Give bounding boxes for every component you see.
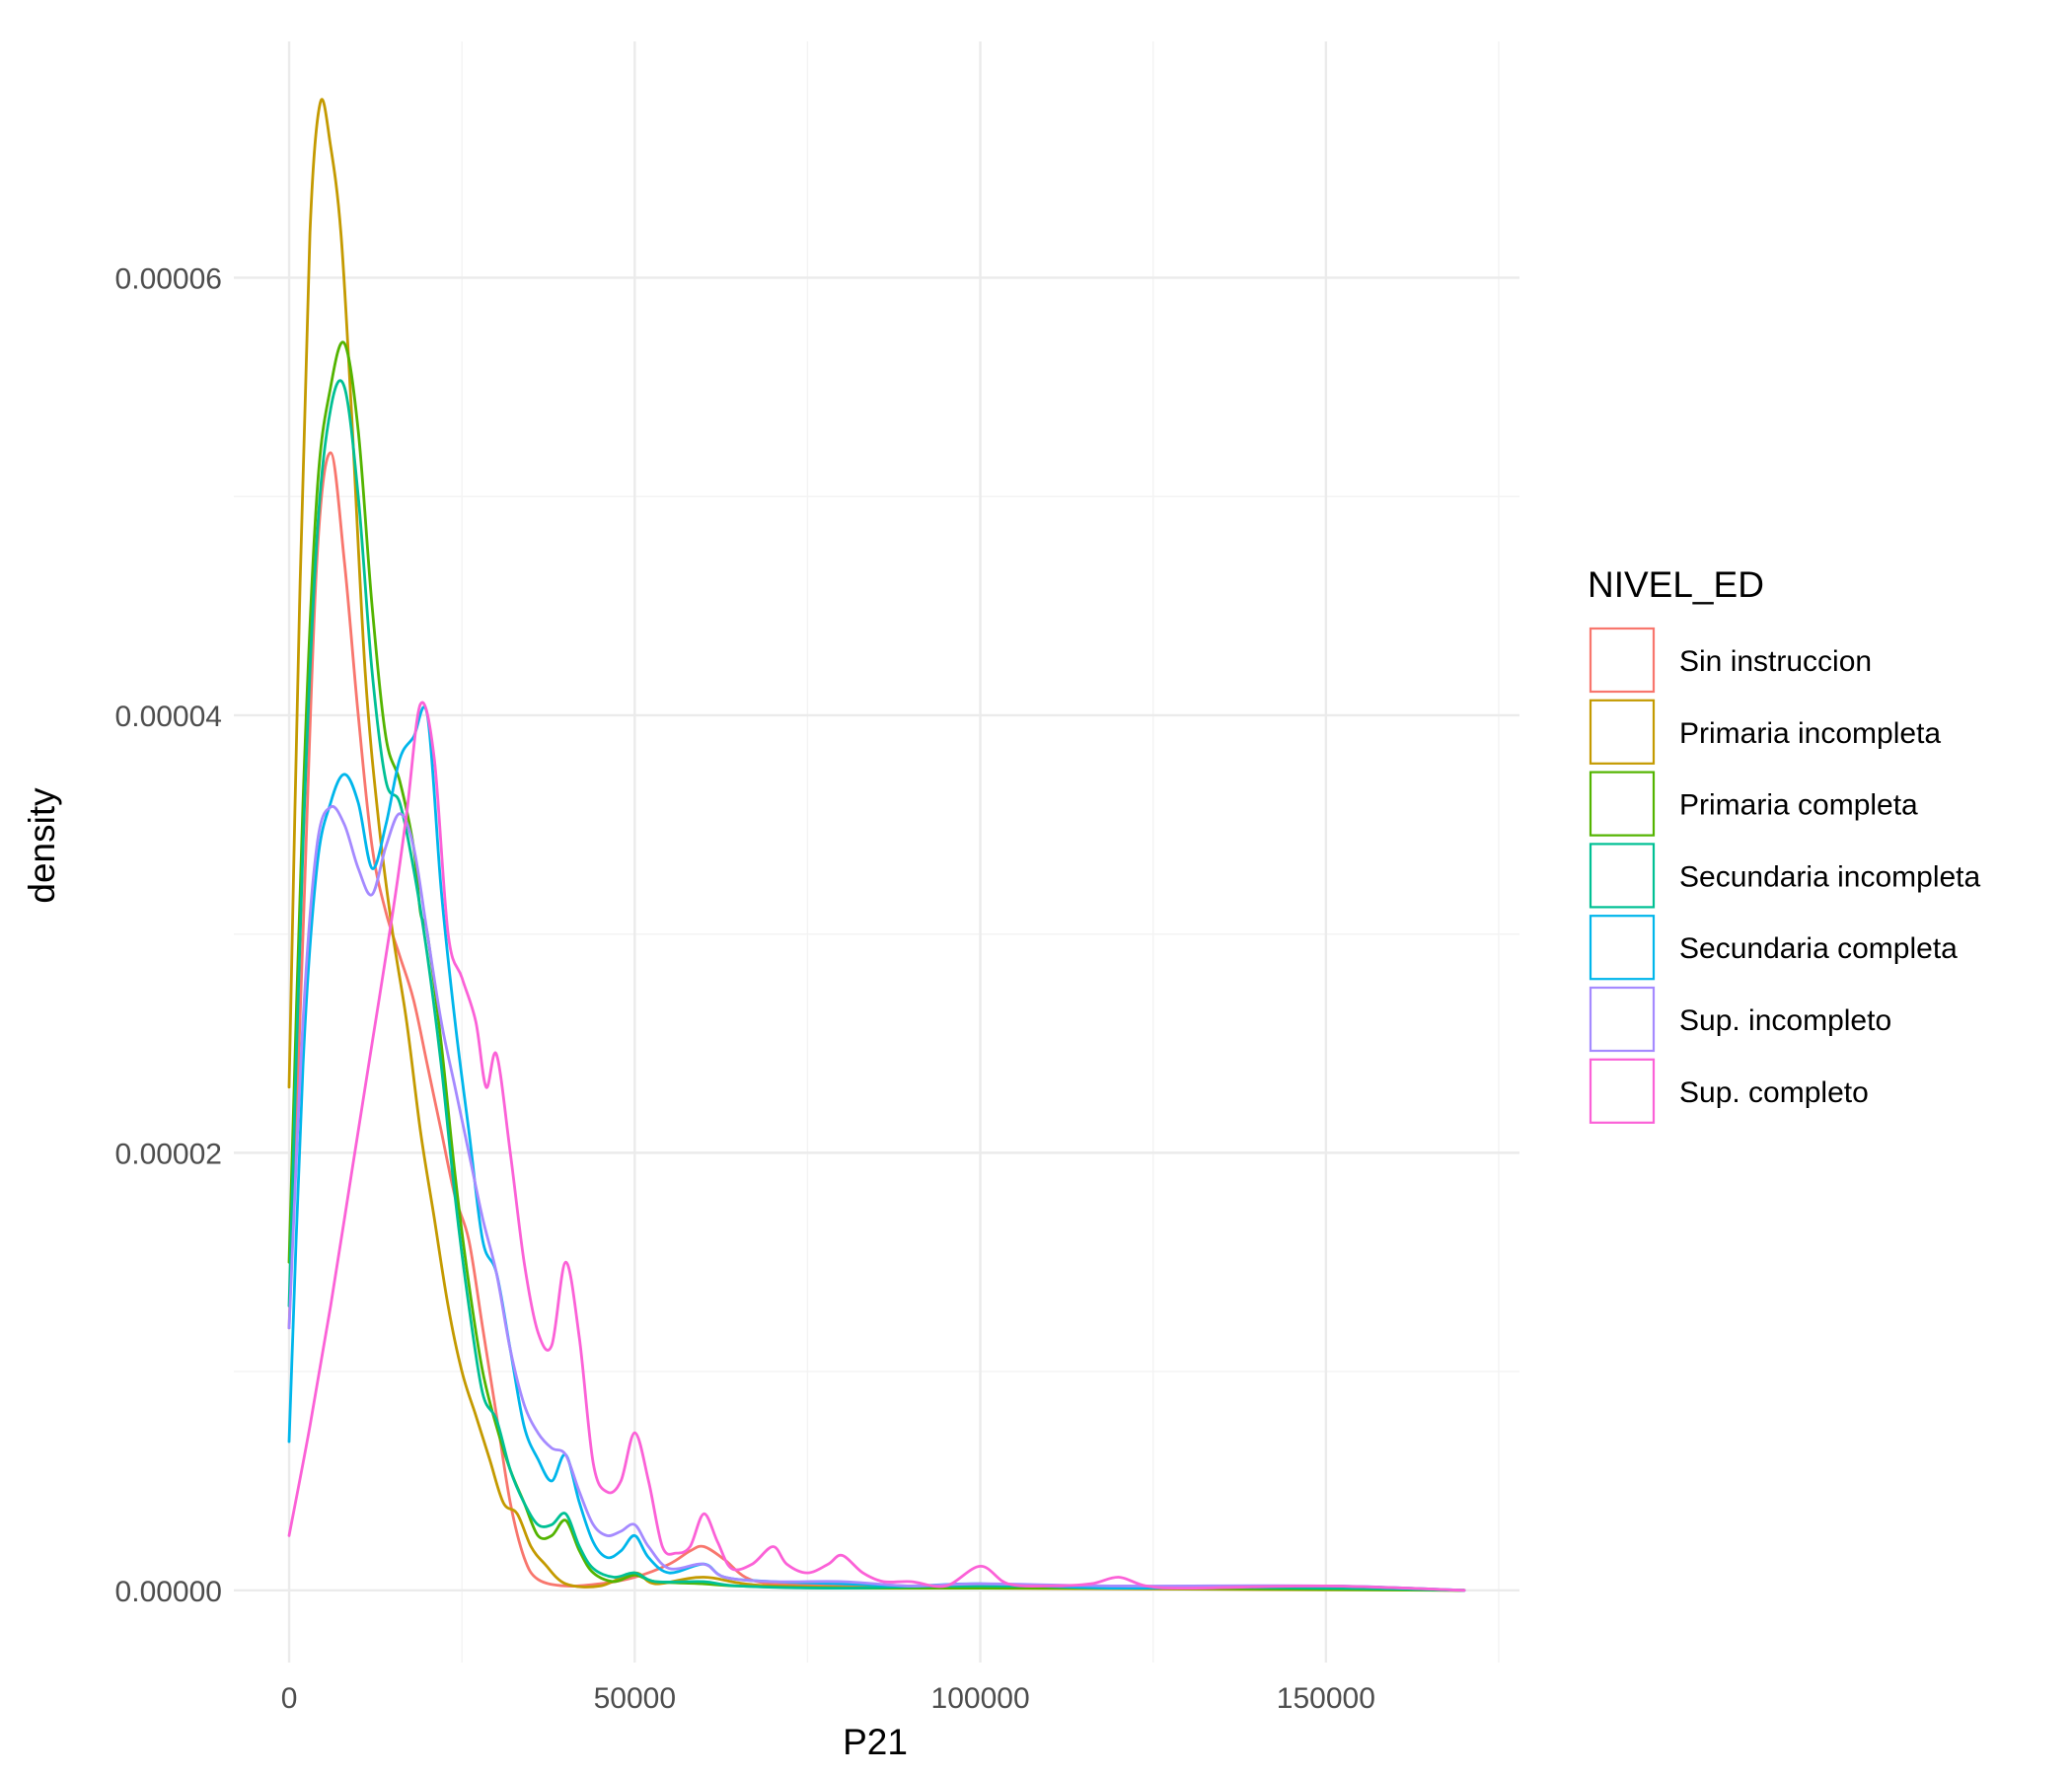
density-line-sup-completo xyxy=(287,701,1466,1592)
legend-key-sup-completo xyxy=(1589,1058,1656,1124)
legend-title: NIVEL_ED xyxy=(1588,564,1764,605)
density-line-sup-incompleto xyxy=(287,804,1466,1592)
legend-key-secundaria-completa xyxy=(1589,915,1656,981)
x-axis-tick-labels: 0 50000 100000 150000 xyxy=(281,1682,1375,1715)
major-gridlines xyxy=(234,41,1519,1663)
density-line-primaria-completa xyxy=(287,340,1466,1592)
y-axis-title: density xyxy=(22,787,62,904)
legend-label-primaria-completa: Primaria completa xyxy=(1679,789,1918,822)
legend: NIVEL_ED Sin instruccion Primaria incompl… xyxy=(1588,564,1981,1124)
legend-keys: Sin instruccion Primaria incompleta Primar… xyxy=(1589,627,1981,1124)
legend-label-sup-incompleto: Sup. incompleto xyxy=(1679,1004,1891,1037)
x-tick-label: 50000 xyxy=(594,1682,676,1715)
legend-key-sin-instruccion xyxy=(1589,627,1656,694)
legend-label-secundaria-incompleta: Secundaria incompleta xyxy=(1679,860,1981,893)
density-line-secundaria-completa xyxy=(287,705,1466,1592)
density-line-secundaria-incompleta xyxy=(287,379,1466,1592)
x-tick-label: 100000 xyxy=(931,1682,1030,1715)
legend-label-secundaria-completa: Secundaria completa xyxy=(1679,932,1958,965)
y-tick-label: 0.00000 xyxy=(115,1576,222,1608)
legend-label-sup-completo: Sup. completo xyxy=(1679,1076,1869,1109)
density-lines xyxy=(287,98,1466,1592)
density-line-primaria-incompleta xyxy=(287,98,1466,1592)
legend-key-primaria-incompleta xyxy=(1589,699,1656,765)
legend-key-sup-incompleto xyxy=(1589,986,1656,1053)
density-line-sin-instruccion xyxy=(287,451,1466,1592)
y-tick-label: 0.00006 xyxy=(115,262,222,295)
x-axis-title: P21 xyxy=(843,1722,908,1762)
x-tick-label: 0 xyxy=(281,1682,298,1715)
y-tick-label: 0.00004 xyxy=(115,701,222,733)
y-tick-label: 0.00002 xyxy=(115,1138,222,1170)
y-axis-tick-labels: 0.00000 0.00002 0.00004 0.00006 xyxy=(115,262,222,1607)
legend-label-sin-instruccion: Sin instruccion xyxy=(1679,645,1872,678)
legend-key-primaria-completa xyxy=(1589,771,1656,837)
x-tick-label: 150000 xyxy=(1277,1682,1375,1715)
legend-key-secundaria-incompleta xyxy=(1589,843,1656,909)
legend-label-primaria-incompleta: Primaria incompleta xyxy=(1679,717,1941,750)
